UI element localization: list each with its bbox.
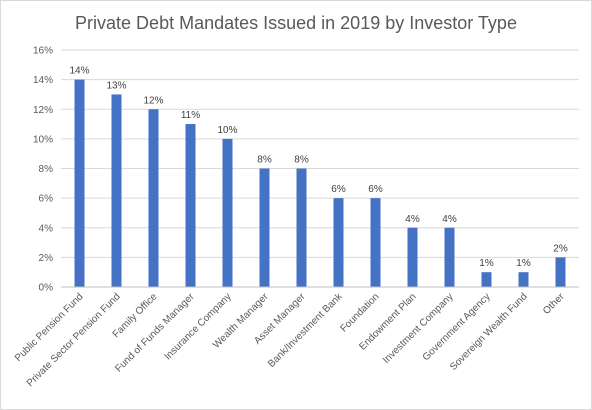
x-category-label: Public Pension Fund [13, 291, 86, 364]
bar [222, 138, 233, 287]
data-label: 1% [479, 258, 494, 269]
x-category-label: Investment Company [381, 291, 456, 366]
bars [74, 79, 566, 287]
x-category-label: Sovereign Wealth Fund [448, 291, 530, 373]
data-label: 10% [217, 125, 237, 136]
bar [518, 272, 529, 287]
data-label: 6% [331, 184, 346, 195]
gridlines [61, 49, 579, 258]
data-label: 12% [143, 95, 163, 106]
x-category-label: Other [541, 291, 567, 317]
bar [296, 168, 307, 287]
y-tick-label: 16% [33, 46, 53, 57]
y-tick-label: 14% [33, 75, 53, 86]
bar [407, 227, 418, 287]
y-tick-label: 10% [33, 134, 53, 145]
bar [185, 124, 196, 287]
bar [74, 79, 85, 287]
data-label: 13% [106, 80, 126, 91]
data-label: 14% [69, 66, 89, 77]
data-label: 8% [257, 155, 272, 166]
data-label: 11% [181, 110, 200, 121]
y-tick-label: 8% [39, 164, 54, 175]
bar [370, 198, 381, 287]
data-label: 6% [368, 184, 383, 195]
data-label: 2% [553, 243, 568, 254]
data-label: 8% [294, 155, 309, 166]
bar [481, 272, 492, 287]
y-tick-label: 12% [33, 105, 53, 116]
bar [111, 94, 122, 287]
y-tick-label: 2% [39, 253, 54, 264]
x-category-label: Insurance Company [163, 291, 234, 362]
bar [444, 227, 455, 287]
data-label: 4% [405, 214, 420, 225]
bar [148, 109, 159, 287]
y-tick-label: 6% [39, 194, 54, 205]
bar [555, 257, 566, 287]
bar [333, 198, 344, 287]
chart-title: Private Debt Mandates Issued in 2019 by … [75, 13, 517, 33]
data-labels: 14% 13% 12% 11% 10% 8% 8% 6% 6% 4% 4% 1% 1% 2% [69, 66, 567, 270]
data-label: 1% [516, 258, 531, 269]
x-category-label: Government Agency [421, 291, 493, 363]
bar [259, 168, 270, 287]
y-tick-label: 4% [39, 223, 54, 234]
y-axis-ticks: 0% 2% 4% 6% 8% 10% 12% 14% 16% [33, 46, 53, 294]
y-tick-label: 0% [39, 283, 54, 294]
x-category-label: Bank/Investment Bank [266, 291, 345, 370]
data-label: 4% [442, 214, 457, 225]
